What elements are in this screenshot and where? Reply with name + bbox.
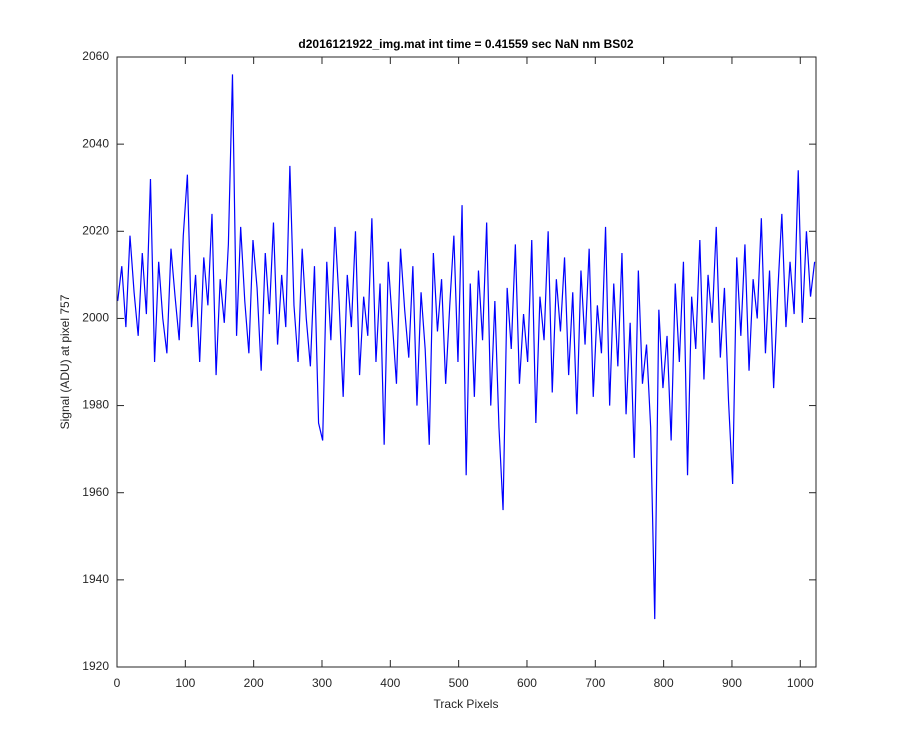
- y-tick-label: 2000: [82, 311, 109, 325]
- x-tick-label: 600: [517, 676, 537, 690]
- x-tick-label: 200: [244, 676, 264, 690]
- x-tick-label: 100: [175, 676, 195, 690]
- x-tick-label: 300: [312, 676, 332, 690]
- chart-title: d2016121922_img.mat int time = 0.41559 s…: [298, 37, 634, 51]
- x-tick-label: 800: [654, 676, 674, 690]
- y-tick-label: 1960: [82, 485, 109, 499]
- x-tick-label: 400: [380, 676, 400, 690]
- y-tick-label: 1940: [82, 572, 109, 586]
- x-tick-label: 700: [585, 676, 605, 690]
- x-tick-label: 1000: [787, 676, 814, 690]
- y-tick-label: 1920: [82, 659, 109, 673]
- y-axis-label: Signal (ADU) at pixel 757: [58, 294, 72, 429]
- x-tick-label: 0: [114, 676, 121, 690]
- x-tick-label: 500: [449, 676, 469, 690]
- y-tick-label: 2060: [82, 49, 109, 63]
- y-tick-label: 2040: [82, 136, 109, 150]
- x-tick-label: 900: [722, 676, 742, 690]
- data-line: [117, 74, 816, 620]
- y-tick-label: 1980: [82, 398, 109, 412]
- x-axis-label: Track Pixels: [434, 697, 499, 711]
- axes-box: [116, 56, 817, 668]
- y-tick-label: 2020: [82, 223, 109, 237]
